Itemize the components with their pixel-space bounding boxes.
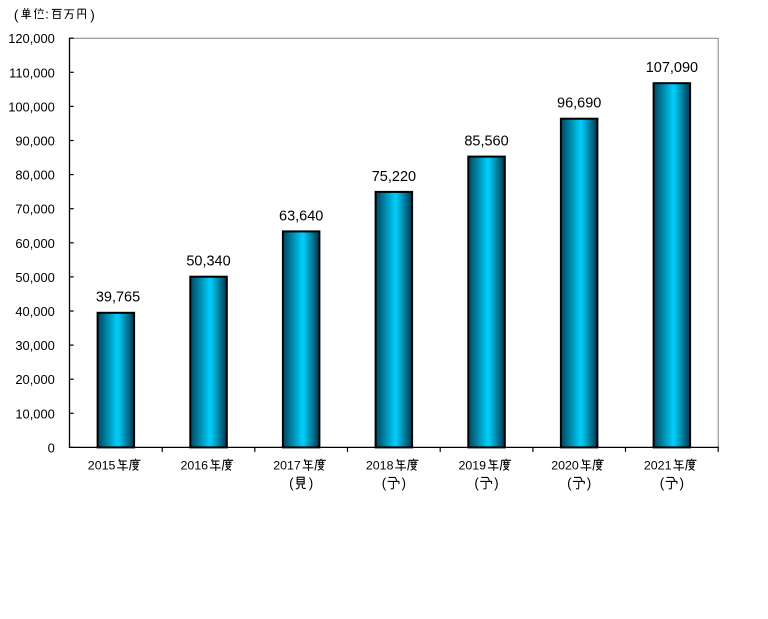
svg-text:39,765: 39,765 — [96, 290, 140, 306]
svg-text:80,000: 80,000 — [15, 168, 54, 183]
svg-text:40,000: 40,000 — [15, 304, 54, 319]
svg-text:120,000: 120,000 — [8, 31, 55, 46]
svg-text:): ) — [309, 475, 314, 490]
svg-text:100,000: 100,000 — [8, 99, 55, 114]
svg-text:): ) — [90, 8, 95, 23]
svg-text:50,000: 50,000 — [15, 270, 54, 285]
svg-text:): ) — [494, 475, 499, 490]
svg-text::: : — [45, 6, 49, 21]
svg-text:2021: 2021 — [644, 459, 672, 473]
svg-text:85,560: 85,560 — [464, 134, 508, 150]
svg-text:70,000: 70,000 — [15, 202, 54, 217]
svg-text:(: ( — [660, 475, 665, 490]
svg-text:63,640: 63,640 — [279, 208, 323, 224]
svg-text:): ) — [402, 475, 407, 490]
svg-text:75,220: 75,220 — [372, 169, 416, 185]
svg-text:): ) — [680, 475, 685, 490]
svg-text:(: ( — [474, 475, 479, 490]
svg-text:2016: 2016 — [181, 459, 209, 473]
svg-text:96,690: 96,690 — [557, 96, 601, 112]
svg-text:(: ( — [289, 475, 294, 490]
svg-text:2018: 2018 — [366, 459, 394, 473]
svg-text:107,090: 107,090 — [646, 60, 698, 76]
svg-text:10,000: 10,000 — [15, 406, 54, 421]
svg-text:(: ( — [382, 475, 387, 490]
svg-text:2017: 2017 — [273, 459, 301, 473]
svg-text:110,000: 110,000 — [9, 65, 55, 80]
svg-text:2019: 2019 — [459, 459, 487, 473]
svg-text:90,000: 90,000 — [15, 134, 54, 149]
svg-text:20,000: 20,000 — [15, 372, 54, 387]
svg-text:0: 0 — [48, 440, 55, 455]
svg-text:(: ( — [567, 475, 572, 490]
svg-text:(: ( — [14, 8, 19, 23]
svg-text:50,340: 50,340 — [186, 254, 230, 270]
svg-text:30,000: 30,000 — [15, 338, 54, 353]
svg-text:60,000: 60,000 — [15, 236, 54, 251]
svg-text:2020: 2020 — [551, 459, 579, 473]
svg-text:): ) — [587, 475, 592, 490]
svg-text:2015: 2015 — [88, 459, 116, 473]
